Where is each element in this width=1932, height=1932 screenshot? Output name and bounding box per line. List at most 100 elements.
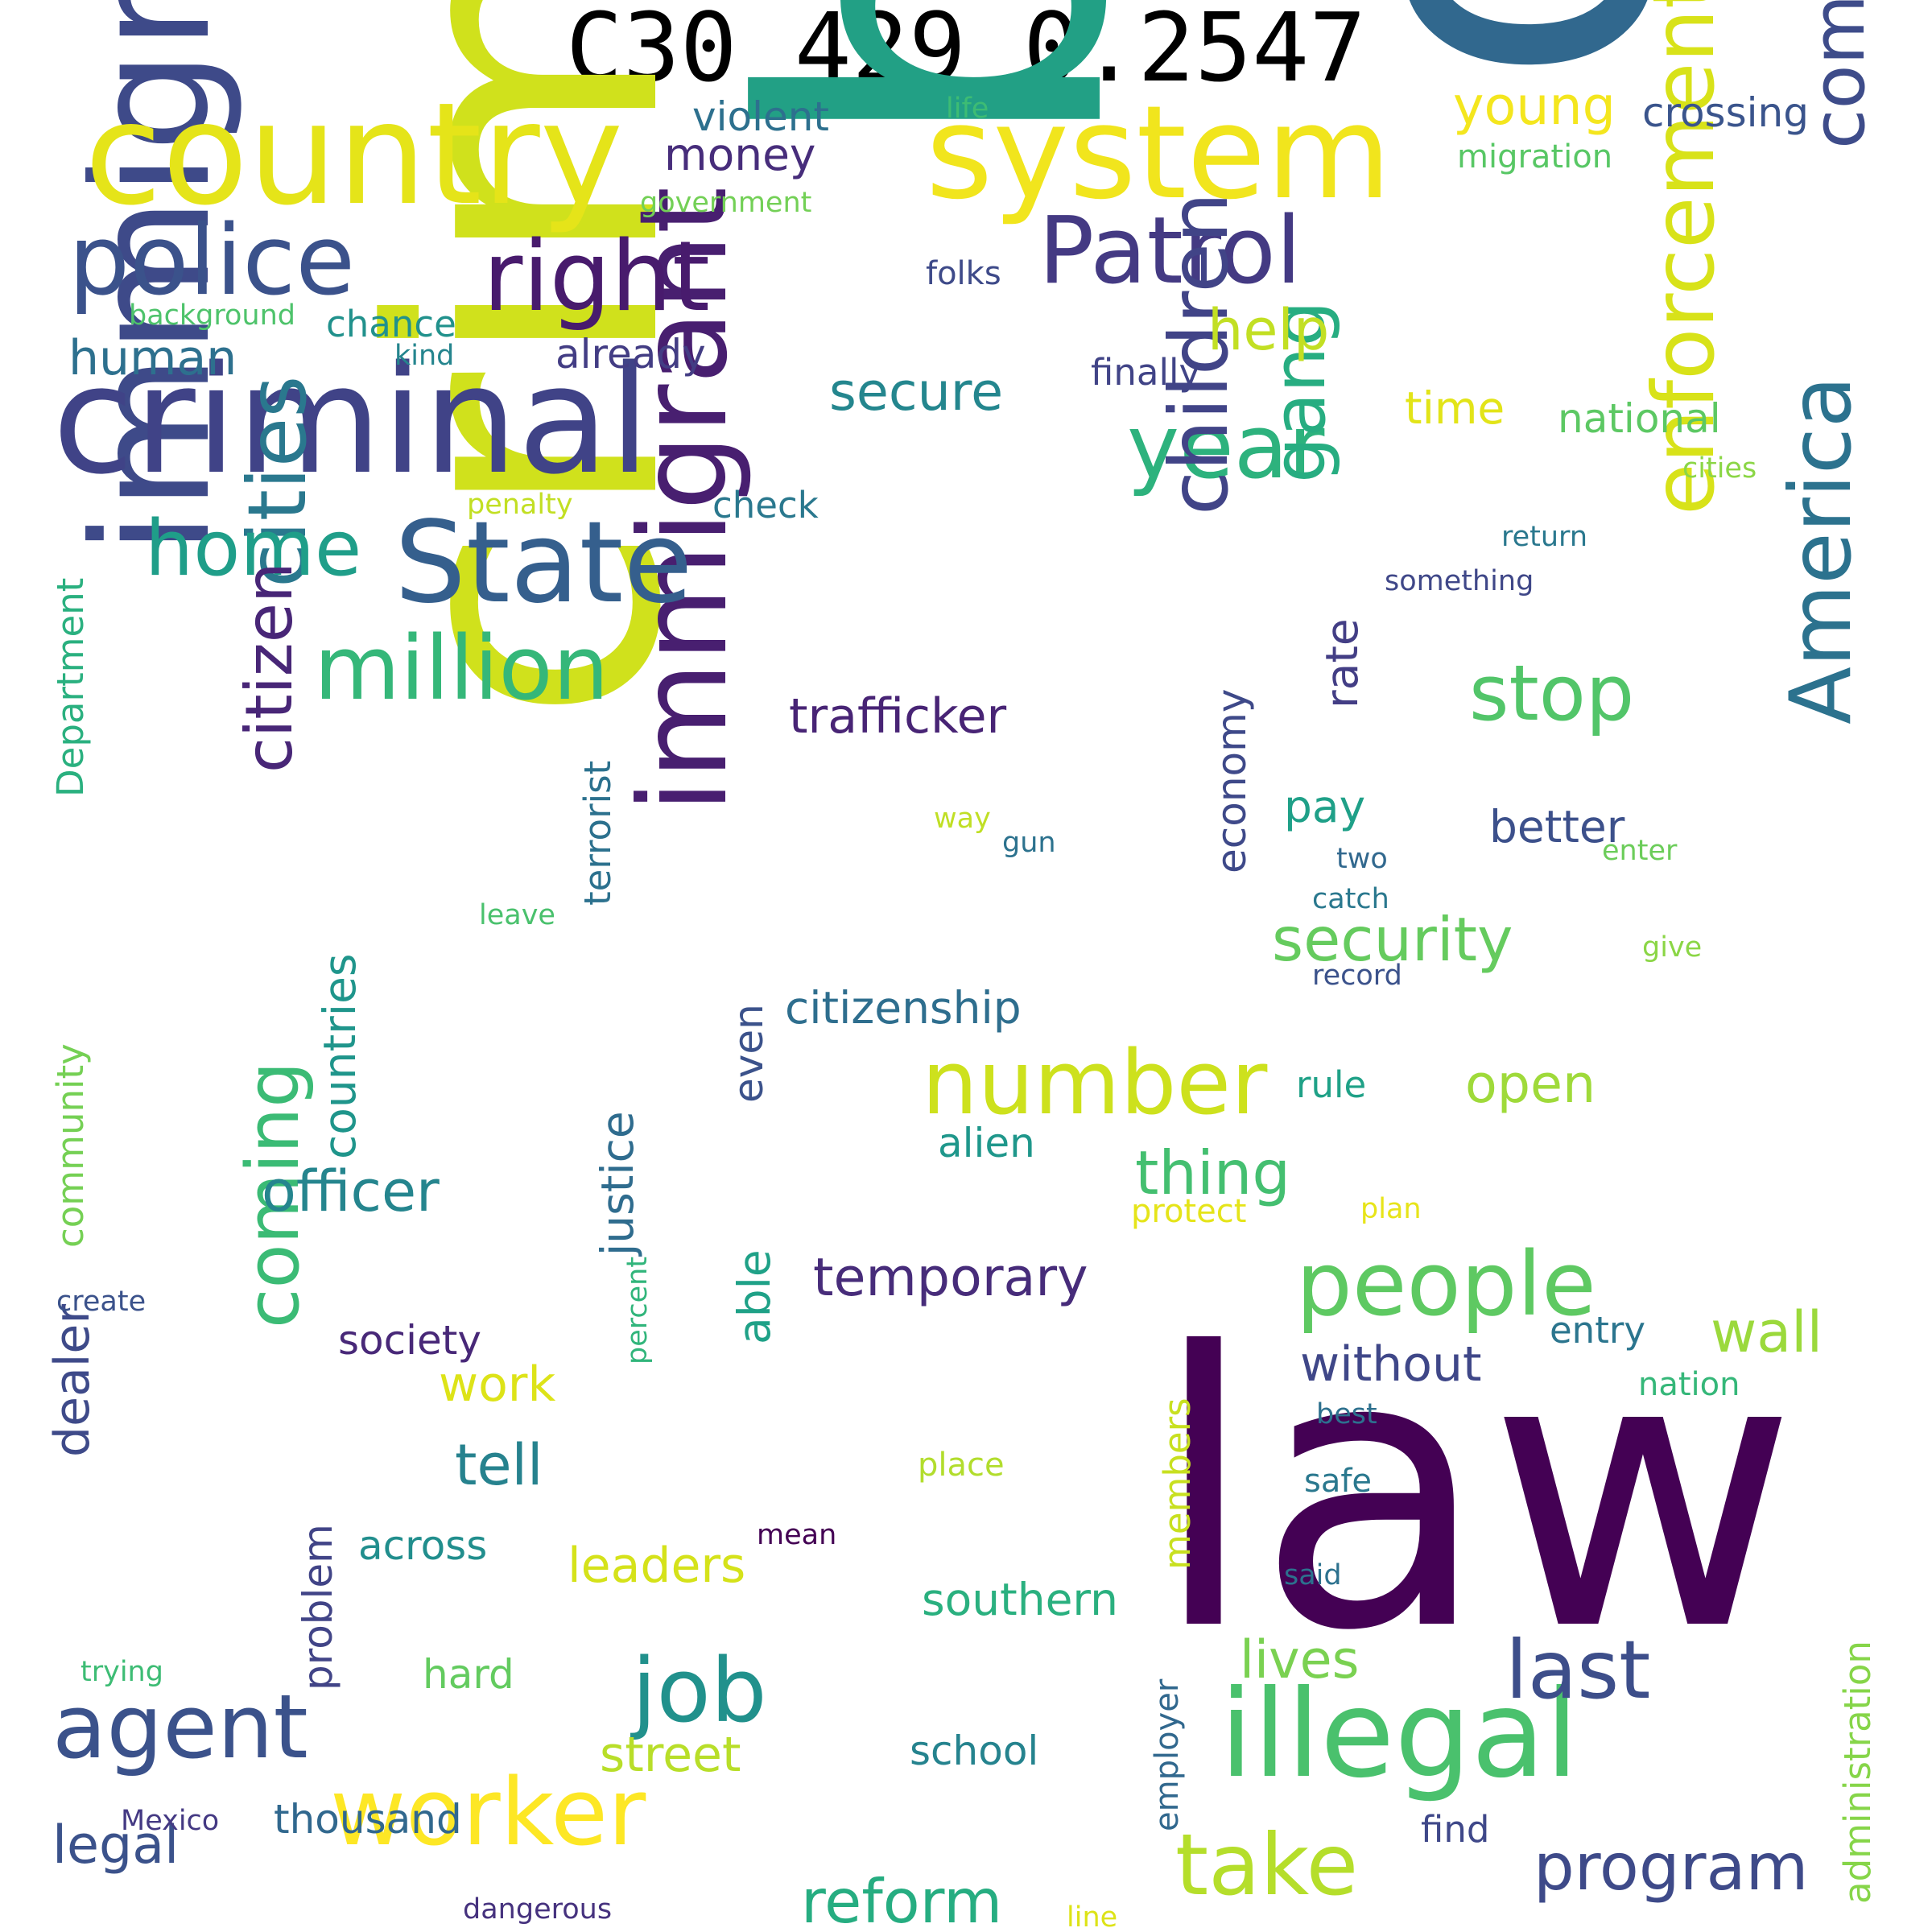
cloud-word: open <box>1465 1055 1596 1115</box>
cloud-word: life <box>946 93 989 125</box>
cloud-word: mean <box>757 1519 837 1551</box>
cloud-word: home <box>145 505 362 593</box>
cloud-word: officer <box>262 1158 440 1224</box>
cloud-word: program <box>1534 1830 1809 1905</box>
cloud-word: rule <box>1296 1063 1367 1106</box>
cloud-word: society <box>338 1317 481 1364</box>
cloud-word: crossing <box>1642 89 1809 136</box>
cloud-word: already <box>555 331 706 378</box>
cloud-word: chance <box>326 303 456 345</box>
cloud-word: economy <box>1208 688 1255 873</box>
cloud-word: rate <box>1316 618 1368 708</box>
cloud-word: leave <box>479 899 555 931</box>
cloud-word: members <box>1156 1397 1199 1570</box>
cloud-word: check <box>712 484 819 526</box>
cloud-word: illegal <box>1220 1665 1579 1805</box>
cloud-word: administration <box>1836 1641 1879 1904</box>
cloud-word: job <box>632 1639 767 1742</box>
cloud-word: law <box>1151 1273 1798 1713</box>
cloud-word: government <box>640 187 812 219</box>
cloud-word: worker <box>330 1759 646 1867</box>
cloud-word: without <box>1300 1336 1482 1393</box>
cloud-word: work <box>439 1356 556 1413</box>
cloud-word: return <box>1501 521 1588 553</box>
cloud-word: Patrol <box>1038 197 1302 305</box>
cloud-word: finally <box>1091 351 1201 394</box>
cloud-word: secure <box>829 362 1004 423</box>
cloud-word: help <box>1208 297 1330 363</box>
cloud-word: Department <box>49 577 92 797</box>
cloud-word: dealer <box>44 1303 101 1457</box>
cloud-word: percent <box>621 1256 654 1364</box>
cloud-word: pay <box>1284 781 1366 832</box>
cloud-word: young <box>1453 76 1616 137</box>
cloud-word: legal <box>52 1815 180 1876</box>
cloud-word: cities <box>1682 452 1757 485</box>
cloud-word: countries <box>314 953 365 1159</box>
cloud-word: trafficker <box>789 688 1007 745</box>
cloud-word: wall <box>1711 1299 1823 1365</box>
cloud-word: thing <box>1135 1137 1290 1208</box>
cloud-word: line <box>1067 1901 1118 1932</box>
cloud-word: people <box>1296 1232 1596 1335</box>
cloud-word: street <box>600 1727 741 1783</box>
cloud-word: said <box>1284 1559 1342 1591</box>
cloud-word: temporary <box>813 1248 1088 1308</box>
cloud-word: agent <box>52 1675 308 1778</box>
cloud-word: thousand <box>274 1796 462 1843</box>
cloud-word: even <box>725 1004 772 1103</box>
cloud-word: folks <box>926 255 1001 292</box>
cloud-word: plan <box>1360 1193 1422 1225</box>
cloud-word: nation <box>1638 1366 1740 1403</box>
cloud-word: last <box>1505 1623 1651 1717</box>
cloud-word: background <box>129 299 296 332</box>
cloud-word: trying <box>80 1656 163 1688</box>
cloud-word: hard <box>423 1651 514 1698</box>
cloud-word: safe <box>1304 1463 1373 1500</box>
cloud-word: create <box>56 1286 147 1318</box>
cloud-word: across <box>358 1522 488 1569</box>
cloud-word: penalty <box>467 489 573 521</box>
cloud-word: communities <box>1797 0 1881 149</box>
cloud-word: kind <box>394 340 455 372</box>
cloud-word: problem <box>295 1524 341 1690</box>
cloud-word: give <box>1642 931 1703 964</box>
cloud-word: security <box>1272 904 1513 975</box>
cloud-word: reform <box>801 1866 1003 1932</box>
cloud-word: way <box>934 803 991 835</box>
cloud-word: catch <box>1312 883 1389 915</box>
cloud-word: time <box>1405 382 1505 434</box>
cloud-word: Mexico <box>121 1805 220 1837</box>
cloud-word: able <box>729 1249 780 1344</box>
cloud-word: southern <box>922 1574 1118 1625</box>
cloud-title: C30 429 0.2547 <box>565 0 1367 103</box>
cloud-word: take <box>1175 1816 1359 1914</box>
cloud-word: two <box>1336 843 1388 875</box>
cloud-word: tell <box>455 1432 543 1498</box>
cloud-word: school <box>910 1728 1039 1774</box>
cloud-word: million <box>314 617 609 720</box>
cloud-word: year <box>1127 395 1325 498</box>
cloud-word: money <box>664 129 816 180</box>
cloud-word: America <box>1772 375 1870 724</box>
cloud-word: dangerous <box>463 1893 613 1926</box>
cloud-word: alien <box>938 1120 1035 1166</box>
cloud-word: best <box>1316 1398 1377 1430</box>
cloud-word: State <box>394 497 693 629</box>
cloud-word: system <box>926 77 1392 228</box>
cloud-word: find <box>1421 1808 1490 1851</box>
cloud-word: migration <box>1457 138 1613 175</box>
cloud-word: something <box>1385 565 1534 597</box>
cloud-word: justice <box>592 1111 643 1256</box>
cloud-word: lives <box>1240 1630 1360 1690</box>
cloud-word: community <box>49 1043 92 1248</box>
cloud-word: citizenship <box>785 982 1022 1034</box>
cloud-word: country <box>85 73 624 237</box>
cloud-word: number <box>922 1031 1268 1134</box>
cloud-word: national <box>1558 395 1721 442</box>
cloud-word: human <box>68 330 237 386</box>
cloud-word: citizen <box>232 562 307 773</box>
cloud-word: leaders <box>568 1538 746 1594</box>
